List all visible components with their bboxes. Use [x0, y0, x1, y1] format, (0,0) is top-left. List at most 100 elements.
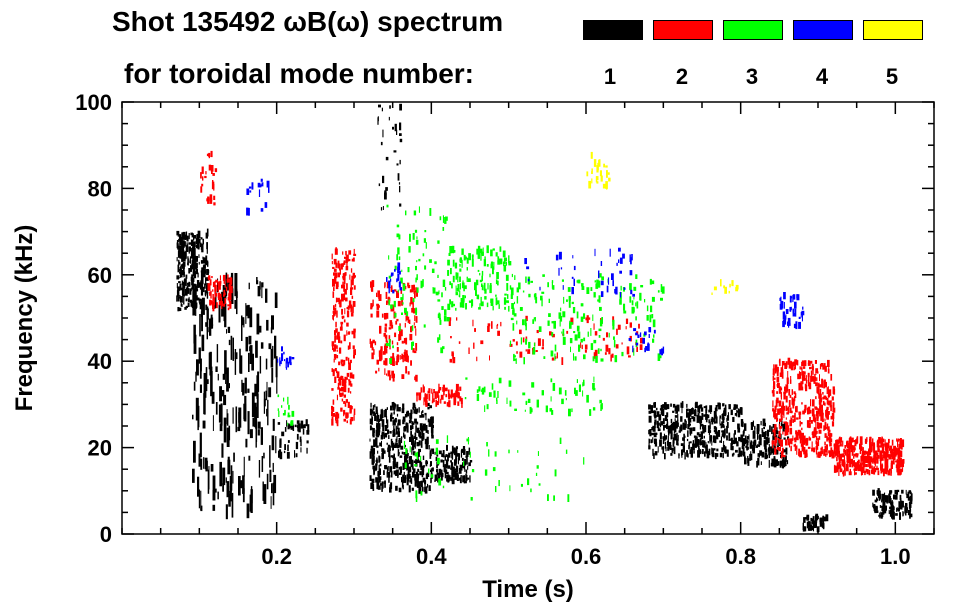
spectral-mark [404, 322, 406, 328]
spectral-mark [826, 410, 828, 417]
spectral-mark [629, 254, 631, 262]
spectral-mark [773, 444, 775, 453]
spectral-mark [384, 410, 387, 418]
spectral-mark [227, 304, 230, 307]
spectral-mark [496, 400, 498, 404]
spectral-mark [373, 439, 376, 448]
spectral-mark [840, 437, 843, 443]
spectral-mark [766, 429, 770, 437]
spectral-mark [897, 439, 899, 448]
spectral-mark [374, 439, 377, 447]
spectral-mark [480, 296, 482, 305]
spectral-mark [595, 355, 598, 363]
spectral-mark [723, 285, 725, 289]
spectral-mark [444, 287, 447, 291]
spectral-mark [759, 450, 763, 456]
spectral-mark [346, 310, 350, 318]
spectral-mark [387, 429, 390, 434]
spectral-mark [803, 526, 807, 532]
spectral-mark [625, 318, 629, 324]
spectral-mark [730, 442, 732, 451]
spectral-mark [675, 420, 678, 429]
spectral-mark [504, 293, 507, 296]
spectral-mark [397, 266, 400, 274]
spectral-mark [890, 498, 892, 505]
spectral-mark [437, 389, 440, 394]
spectral-mark [835, 450, 838, 456]
spectral-mark [615, 344, 619, 349]
spectral-mark [586, 171, 589, 177]
spectral-mark [334, 272, 338, 279]
spectral-mark [515, 341, 518, 346]
spectral-mark [338, 331, 340, 338]
spectral-mark [447, 270, 450, 276]
spectral-mark [503, 297, 507, 305]
spectral-mark [868, 464, 870, 468]
spectral-mark [411, 284, 414, 292]
spectral-mark [176, 290, 180, 297]
spectral-mark [376, 445, 379, 448]
spectral-mark [380, 410, 384, 418]
spectral-mark [580, 316, 584, 322]
spectral-mark [206, 228, 209, 237]
spectral-mark [210, 314, 213, 329]
spectral-mark [709, 421, 711, 429]
spectral-mark [202, 176, 204, 181]
spectral-mark [692, 417, 696, 422]
spectral-mark [410, 326, 413, 333]
spectral-mark [414, 452, 418, 457]
spectral-mark [274, 335, 277, 359]
spectral-mark [412, 298, 415, 303]
spectral-mark [461, 448, 464, 453]
spectral-mark [348, 380, 352, 385]
spectral-mark [348, 250, 352, 255]
spectral-mark [699, 451, 702, 454]
spectral-mark [632, 345, 634, 353]
spectral-mark [782, 311, 785, 320]
spectral-mark [235, 406, 238, 433]
spectral-mark [427, 402, 430, 406]
spectral-mark [722, 452, 724, 459]
spectral-mark [223, 277, 226, 280]
spectral-mark [749, 442, 752, 449]
spectral-mark [188, 298, 190, 302]
spectral-mark [683, 433, 685, 442]
spectral-mark [603, 163, 605, 168]
spectral-mark [332, 315, 334, 320]
spectral-mark [520, 483, 523, 487]
spectral-mark [818, 436, 821, 440]
spectral-mark [205, 304, 208, 311]
spectral-mark [204, 290, 207, 296]
spectral-mark [377, 470, 379, 477]
spectral-mark [827, 391, 830, 398]
spectral-mark [348, 259, 351, 262]
spectral-mark [289, 362, 292, 366]
spectral-mark [385, 312, 389, 319]
spectral-mark [731, 453, 734, 457]
spectral-mark [774, 405, 777, 410]
spectral-mark [674, 435, 677, 441]
spectral-mark [807, 446, 811, 449]
spectral-mark [182, 240, 185, 248]
spectral-mark [207, 469, 210, 494]
spectral-mark [789, 394, 792, 398]
spectral-mark [375, 477, 379, 483]
spectral-mark [838, 469, 840, 476]
spectral-mark [192, 468, 195, 483]
spectral-mark [778, 446, 781, 452]
spectral-mark [384, 313, 387, 320]
spectral-mark [341, 392, 344, 396]
spectral-mark [837, 441, 840, 445]
spectral-mark [590, 328, 592, 336]
spectral-mark [822, 392, 824, 395]
spectral-mark [596, 279, 599, 288]
spectral-mark [604, 352, 607, 355]
spectral-mark [758, 441, 760, 444]
spectral-mark [491, 321, 493, 329]
spectral-mark [408, 457, 411, 465]
spectral-mark [816, 452, 818, 458]
spectral-mark [176, 230, 180, 236]
spectral-mark [455, 446, 458, 450]
spectral-mark [677, 434, 679, 441]
spectral-mark [463, 461, 465, 466]
